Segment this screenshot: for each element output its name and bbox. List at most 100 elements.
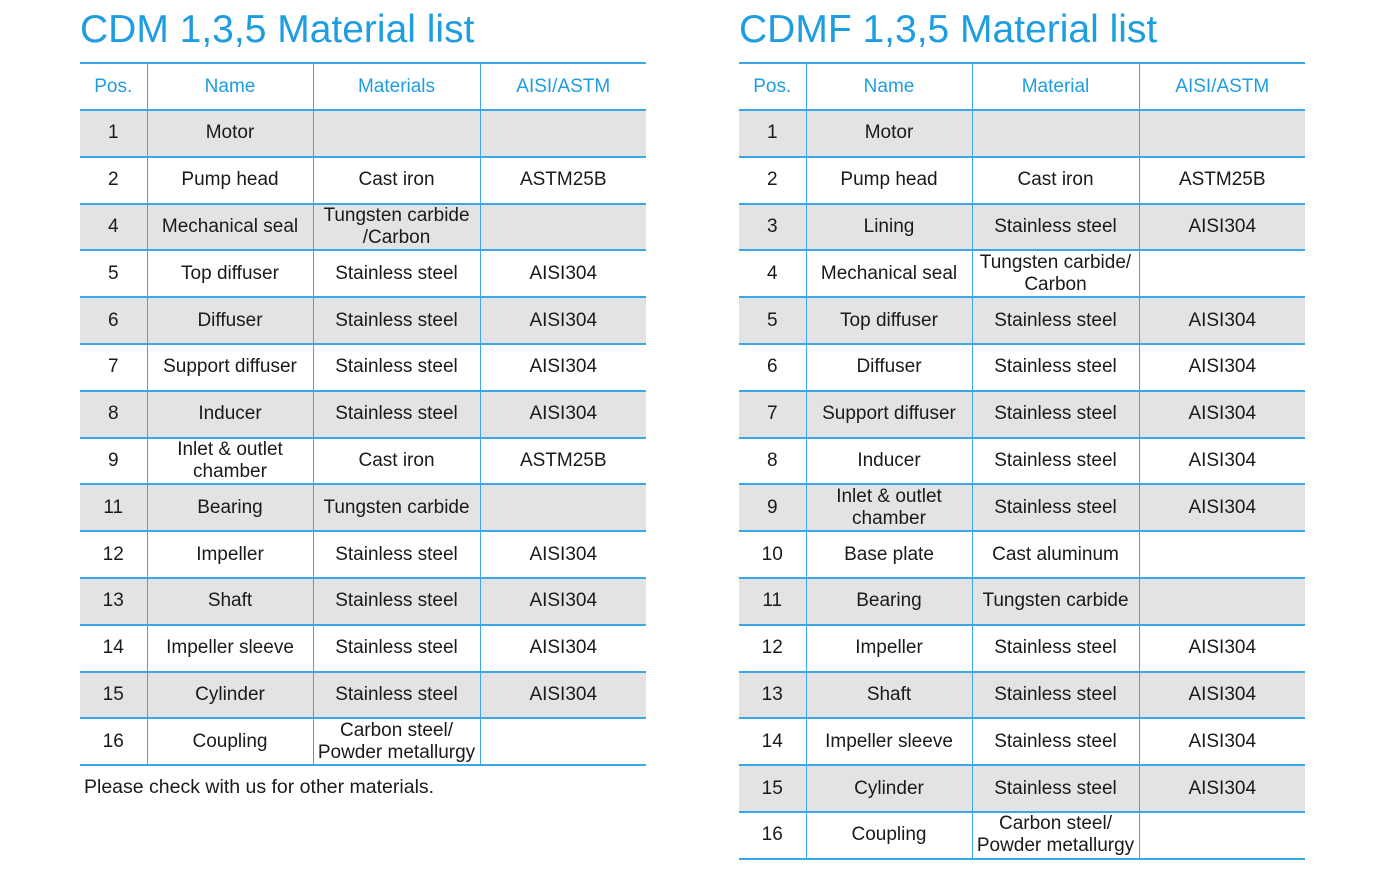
aisi-astm-cell: AISI304 (1138, 297, 1305, 345)
position-cell: 2 (739, 156, 806, 205)
part-name-cell: Shaft (805, 671, 972, 720)
part-name-cell: Pump head (146, 156, 313, 205)
material-cell: Stainless steel (971, 671, 1139, 720)
table-row: 12 Impeller Stainless steel AISI304 (80, 531, 646, 579)
materials-note: Please check with us for other materials… (84, 776, 435, 799)
position-cell: 5 (739, 297, 806, 345)
position-cell: 14 (80, 624, 147, 673)
material-cell: Stainless steel (971, 718, 1139, 767)
material-cell: Stainless steel (971, 390, 1139, 439)
aisi-astm-cell (479, 718, 646, 767)
material-cell: Tungsten carbide/ Carbon (971, 250, 1139, 299)
part-name-cell: Impeller (805, 624, 972, 673)
position-cell: 3 (739, 203, 806, 252)
position-cell: 1 (739, 110, 806, 158)
header-aisi-astm: AISI/ASTM (1138, 63, 1305, 111)
part-name-cell: Inlet & outlet chamber (805, 484, 972, 533)
material-cell: Stainless steel (971, 297, 1139, 345)
aisi-astm-cell (1138, 811, 1305, 860)
header-material: Material (971, 63, 1139, 111)
aisi-astm-cell: AISI304 (1138, 671, 1305, 720)
aisi-astm-cell: ASTM25B (479, 437, 646, 486)
position-cell: 8 (739, 437, 806, 486)
cdm-material-list: CDM 1,3,5 Material list Pos. Name Materi… (80, 0, 646, 799)
part-name-cell: Bearing (805, 577, 972, 626)
position-cell: 15 (739, 765, 806, 813)
position-cell: 4 (80, 203, 147, 252)
position-cell: 6 (739, 343, 806, 392)
table-row: 9 Inlet & outlet chamber Stainless steel AI… (739, 484, 1305, 533)
table-row: 13 Shaft Stainless steel AISI304 (739, 671, 1305, 720)
aisi-astm-cell (1138, 531, 1305, 579)
position-cell: 11 (80, 484, 147, 533)
material-cell: Cast aluminum (971, 531, 1139, 579)
material-cell: Stainless steel (971, 624, 1139, 673)
part-name-cell: Impeller sleeve (805, 718, 972, 767)
material-cell: Cast iron (312, 156, 480, 205)
aisi-astm-cell (479, 110, 646, 158)
part-name-cell: Mechanical seal (805, 250, 972, 299)
aisi-astm-cell: AISI304 (479, 531, 646, 579)
aisi-astm-cell: AISI304 (1138, 437, 1305, 486)
part-name-cell: Bearing (146, 484, 313, 533)
header-name: Name (805, 63, 972, 111)
aisi-astm-cell: AISI304 (479, 297, 646, 345)
part-name-cell: Diffuser (805, 343, 972, 392)
part-name-cell: Pump head (805, 156, 972, 205)
part-name-cell: Base plate (805, 531, 972, 579)
table-row: 16 Coupling Carbon steel/ Powder metallurg… (739, 811, 1305, 860)
material-cell: Stainless steel (312, 390, 480, 439)
part-name-cell: Shaft (146, 577, 313, 626)
table-row: 11 Bearing Tungsten carbide (739, 577, 1305, 626)
aisi-astm-cell (1138, 577, 1305, 626)
table-row: 10 Base plate Cast aluminum (739, 531, 1305, 579)
material-cell: Tungsten carbide /Carbon (312, 203, 480, 252)
position-cell: 13 (80, 577, 147, 626)
material-cell: Stainless steel (312, 343, 480, 392)
part-name-cell: Inlet & outlet chamber (146, 437, 313, 486)
position-cell: 6 (80, 297, 147, 345)
table-row: 13 Shaft Stainless steel AISI304 (80, 577, 646, 626)
table-row: 3 Lining Stainless steel AISI304 (739, 203, 1305, 252)
position-cell: 9 (739, 484, 806, 533)
part-name-cell: Diffuser (146, 297, 313, 345)
material-cell: Cast iron (312, 437, 480, 486)
part-name-cell: Coupling (805, 811, 972, 860)
position-cell: 16 (80, 718, 147, 767)
part-name-cell: Lining (805, 203, 972, 252)
aisi-astm-cell (479, 484, 646, 533)
table-row: 1 Motor (739, 110, 1305, 158)
position-cell: 15 (80, 671, 147, 720)
material-cell: Stainless steel (971, 343, 1139, 392)
cdm-material-table: Pos. Name Materials AISI/ASTM 1 Motor 2 Pum… (80, 62, 646, 767)
table-row: 5 Top diffuser Stainless steel AISI304 (739, 297, 1305, 345)
table-row: 7 Support diffuser Stainless steel AISI304 (739, 390, 1305, 439)
table-row: 8 Inducer Stainless steel AISI304 (739, 437, 1305, 486)
material-cell: Carbon steel/ Powder metallurgy (312, 718, 480, 767)
position-cell: 7 (80, 343, 147, 392)
material-cell: Stainless steel (312, 577, 480, 626)
table-row: 12 Impeller Stainless steel AISI304 (739, 624, 1305, 673)
position-cell: 13 (739, 671, 806, 720)
position-cell: 12 (739, 624, 806, 673)
table-row: 5 Top diffuser Stainless steel AISI304 (80, 250, 646, 299)
aisi-astm-cell (1138, 110, 1305, 158)
part-name-cell: Cylinder (146, 671, 313, 720)
table-row: 2 Pump head Cast iron ASTM25B (739, 156, 1305, 205)
position-cell: 11 (739, 577, 806, 626)
table-row: 6 Diffuser Stainless steel AISI304 (80, 297, 646, 345)
part-name-cell: Support diffuser (146, 343, 313, 392)
header-pos: Pos. (739, 63, 806, 111)
cdmf-material-table: Pos. Name Material AISI/ASTM 1 Motor 2 Pump… (739, 62, 1305, 860)
table-row: 9 Inlet & outlet chamber Cast iron ASTM25B (80, 437, 646, 486)
material-cell: Stainless steel (312, 297, 480, 345)
aisi-astm-cell: AISI304 (479, 250, 646, 299)
position-cell: 7 (739, 390, 806, 439)
material-cell (971, 110, 1139, 158)
material-cell: Stainless steel (312, 250, 480, 299)
table-row: 2 Pump head Cast iron ASTM25B (80, 156, 646, 205)
aisi-astm-cell: AISI304 (479, 343, 646, 392)
aisi-astm-cell: AISI304 (1138, 390, 1305, 439)
table-row: 15 Cylinder Stainless steel AISI304 (80, 671, 646, 720)
part-name-cell: Inducer (146, 390, 313, 439)
